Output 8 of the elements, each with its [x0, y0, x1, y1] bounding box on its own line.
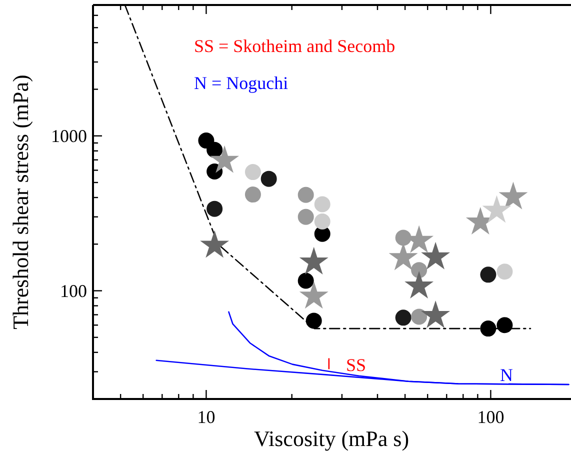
- annotation: N: [500, 365, 513, 385]
- y-tick-label: 1000: [51, 126, 87, 146]
- annotation: SS: [346, 355, 366, 375]
- annotation: N = Noguchi: [194, 73, 288, 93]
- x-tick-label: 10: [197, 407, 216, 427]
- y-axis-title: Threshold shear stress (mPa): [8, 74, 33, 330]
- annotation: SS = Skotheim and Secomb: [194, 36, 396, 56]
- x-axis-title: Viscosity (mPa s): [254, 426, 410, 451]
